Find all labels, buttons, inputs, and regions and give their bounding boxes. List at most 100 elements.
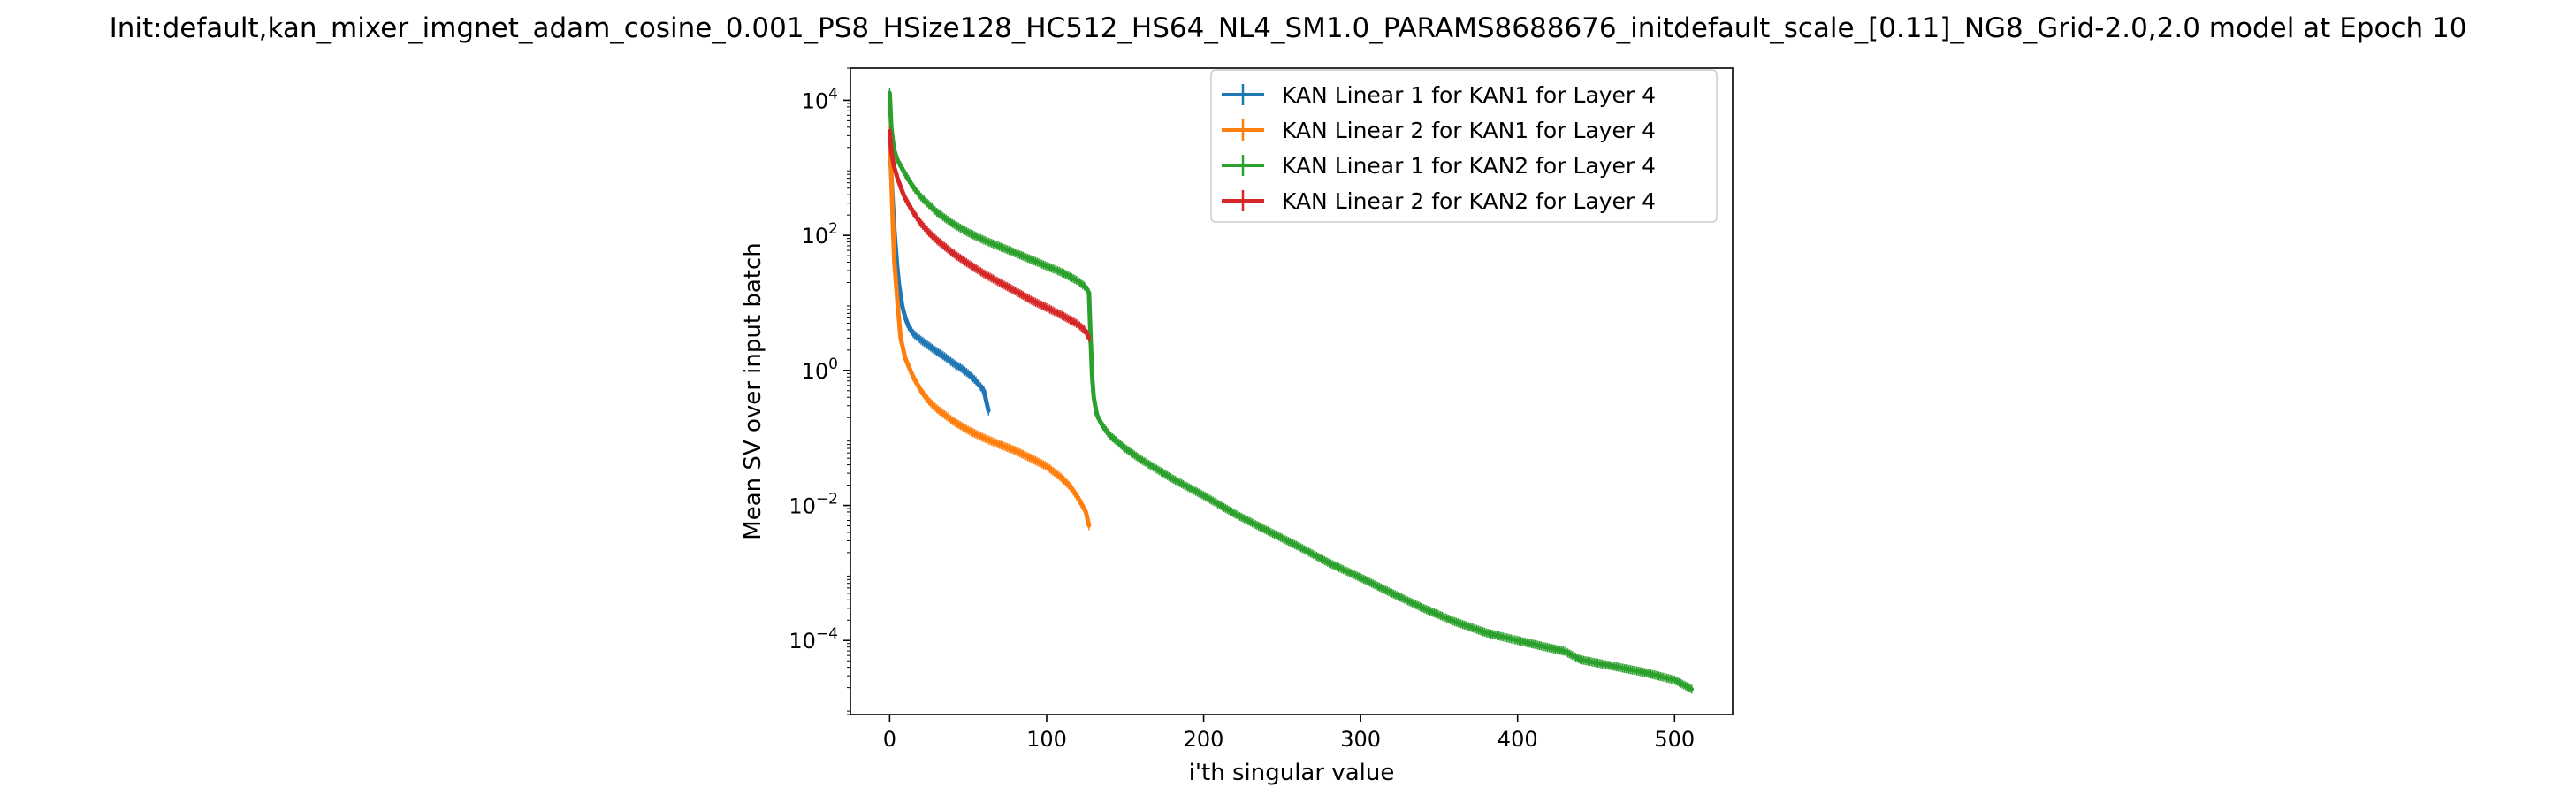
series-4-point bbox=[950, 250, 955, 256]
legend: KAN Linear 1 for KAN1 for Layer 4 KAN Lin… bbox=[1210, 69, 1718, 223]
series-3-point bbox=[1610, 663, 1614, 669]
series-3 bbox=[887, 88, 1695, 694]
series-1-point bbox=[934, 349, 939, 354]
series-4-point bbox=[888, 149, 894, 153]
legend-label: KAN Linear 2 for KAN1 for Layer 4 bbox=[1282, 118, 1656, 143]
series-4-point bbox=[1086, 336, 1092, 340]
x-tick-label: 100 bbox=[1026, 727, 1067, 752]
series-3-point bbox=[1641, 669, 1645, 675]
series-2-point bbox=[981, 435, 987, 440]
series-2-point bbox=[965, 428, 971, 432]
legend-box bbox=[1210, 69, 1718, 223]
series-3-point bbox=[1094, 412, 1100, 417]
series-3-point bbox=[965, 230, 971, 235]
legend-item-2: KAN Linear 2 for KAN1 for Layer 4 bbox=[1222, 118, 1656, 143]
series-4-point bbox=[1076, 322, 1080, 327]
plot-area bbox=[887, 88, 1695, 694]
series-1-point bbox=[958, 365, 963, 370]
axis-ticks: 0 100 200 300 400 500 10−4 10−2 100 102 104 bbox=[789, 67, 1695, 752]
series-2 bbox=[887, 131, 1092, 531]
x-tick-label: 300 bbox=[1340, 727, 1381, 752]
series-3-point bbox=[1013, 250, 1017, 256]
chart-title: Init:default,kan_mixer_imgnet_adam_cosin… bbox=[110, 12, 2467, 44]
series-1-point bbox=[965, 371, 971, 376]
series-2-point bbox=[950, 418, 955, 423]
series-3-point bbox=[1107, 432, 1112, 438]
series-3-point bbox=[1327, 561, 1331, 565]
y-tick-label: 100 bbox=[802, 356, 838, 384]
series-2-point bbox=[1086, 524, 1092, 528]
series-4-point bbox=[1013, 288, 1017, 294]
series-3-point bbox=[1484, 631, 1489, 635]
legend-label: KAN Linear 1 for KAN2 for Layer 4 bbox=[1282, 153, 1656, 179]
series-4-point bbox=[903, 196, 908, 201]
series-1-point bbox=[900, 303, 904, 309]
series-2-point bbox=[892, 260, 896, 264]
series-3-point bbox=[903, 172, 908, 177]
series-3-point bbox=[1689, 687, 1695, 692]
series-4-point bbox=[997, 280, 1002, 285]
series-1-point bbox=[981, 388, 987, 394]
axes-frame bbox=[850, 67, 1734, 715]
series-2-point bbox=[934, 407, 939, 411]
x-tick-label: 200 bbox=[1184, 727, 1224, 752]
series-3-point bbox=[896, 157, 900, 163]
series-3-point bbox=[911, 185, 916, 189]
series-1-point bbox=[903, 316, 908, 320]
series-2-point bbox=[918, 388, 924, 394]
series-2-point bbox=[926, 399, 931, 403]
series-2-point bbox=[903, 356, 908, 361]
series-1-point bbox=[987, 409, 991, 414]
series-4-point bbox=[1029, 298, 1033, 302]
series-2-point bbox=[898, 336, 903, 340]
series-3-point bbox=[1084, 285, 1088, 290]
series-4-point bbox=[911, 210, 916, 215]
series-4-point bbox=[900, 189, 904, 194]
series-1-point bbox=[973, 379, 979, 383]
series-4-point bbox=[934, 238, 939, 242]
series-3-point bbox=[1076, 279, 1080, 284]
series-4-point bbox=[890, 157, 896, 163]
series-3-point bbox=[1390, 591, 1394, 596]
series-3-point bbox=[1452, 619, 1457, 624]
series-2-point bbox=[896, 301, 900, 305]
legend-label: KAN Linear 2 for KAN2 for Layer 4 bbox=[1282, 188, 1656, 214]
series-3-point bbox=[1090, 375, 1094, 379]
series-3-point bbox=[1139, 457, 1143, 462]
y-tick-label: 102 bbox=[802, 220, 838, 249]
series-1-point bbox=[942, 355, 947, 359]
series-3-point bbox=[1044, 264, 1049, 269]
x-tick-label: 500 bbox=[1654, 727, 1695, 752]
series-1-point bbox=[906, 324, 911, 329]
series-4-point bbox=[965, 262, 971, 266]
series-3-point bbox=[1547, 646, 1551, 650]
series-2-point bbox=[997, 442, 1002, 447]
series-4-point bbox=[888, 129, 892, 134]
series-4 bbox=[887, 126, 1092, 343]
x-axis-label: i'th singular value bbox=[1189, 760, 1395, 786]
legend-item-3: KAN Linear 1 for KAN2 for Layer 4 bbox=[1222, 153, 1656, 179]
series-2-point bbox=[911, 375, 916, 379]
series-3-point bbox=[1515, 639, 1520, 643]
series-4-point bbox=[896, 176, 900, 180]
series-2-point bbox=[1029, 455, 1033, 461]
series-1-point bbox=[918, 338, 924, 342]
series-4-point bbox=[892, 165, 896, 170]
x-tick-label: 400 bbox=[1498, 727, 1538, 752]
series-3-point bbox=[1092, 395, 1096, 400]
series-4-point bbox=[926, 230, 931, 235]
series-3-point bbox=[1358, 576, 1363, 580]
series-1-line bbox=[887, 141, 991, 412]
series-3-point bbox=[981, 238, 987, 242]
series-3-point bbox=[1421, 606, 1426, 611]
series-4-point bbox=[981, 271, 987, 276]
series-3-point bbox=[1232, 511, 1238, 516]
series-2-point bbox=[1076, 495, 1080, 501]
series-2-point bbox=[1084, 509, 1088, 515]
series-2-point bbox=[1044, 464, 1049, 469]
series-2-point bbox=[890, 221, 896, 226]
series-2-point bbox=[1060, 476, 1064, 481]
series-3-point bbox=[1562, 649, 1567, 654]
series-3-point bbox=[1578, 657, 1582, 662]
